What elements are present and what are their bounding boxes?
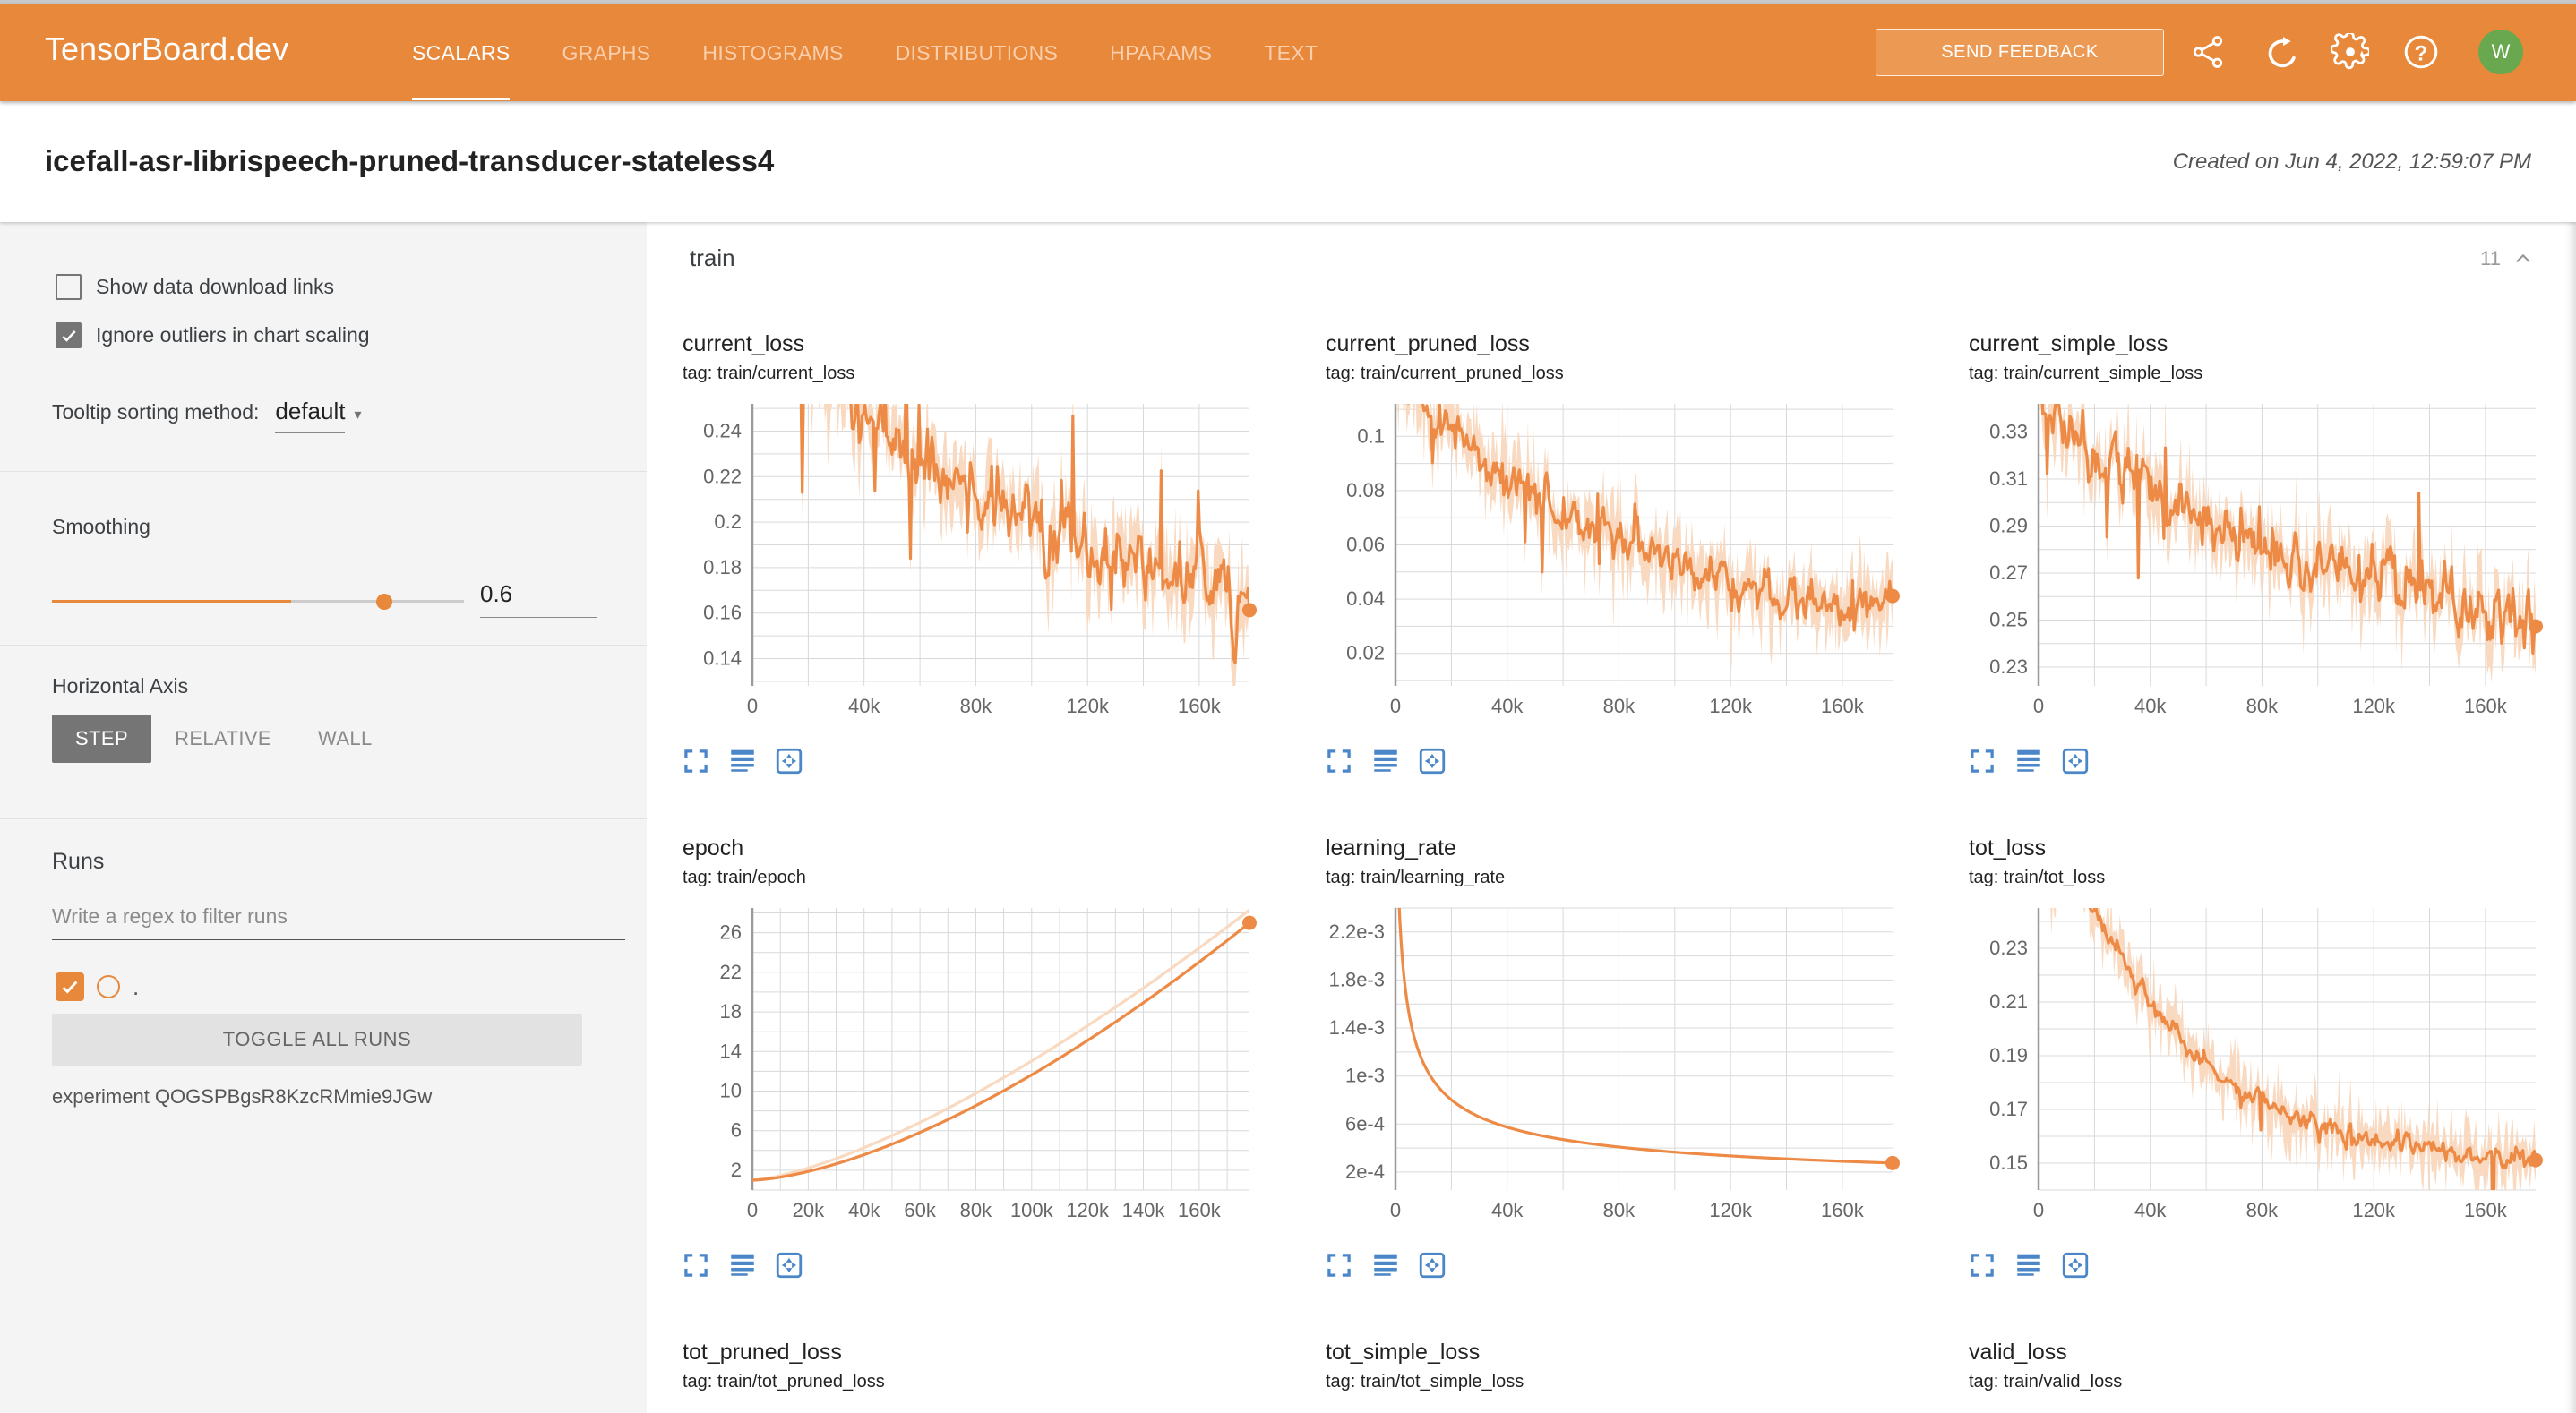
- svg-text:80k: 80k: [960, 695, 992, 717]
- svg-text:1.8e-3: 1.8e-3: [1329, 968, 1385, 990]
- svg-text:40k: 40k: [2134, 1199, 2167, 1221]
- svg-text:40k: 40k: [848, 1199, 880, 1221]
- svg-text:120k: 120k: [1709, 1199, 1753, 1221]
- svg-text:0.06: 0.06: [1346, 534, 1385, 556]
- svg-text:0.16: 0.16: [703, 602, 742, 624]
- svg-text:0.15: 0.15: [1989, 1152, 2028, 1174]
- svg-text:22: 22: [720, 961, 742, 983]
- svg-text:0: 0: [747, 695, 758, 717]
- svg-text:0: 0: [2033, 1199, 2044, 1221]
- svg-text:1.4e-3: 1.4e-3: [1329, 1016, 1385, 1039]
- svg-text:0.29: 0.29: [1989, 515, 2028, 537]
- svg-text:14: 14: [720, 1040, 742, 1062]
- svg-text:0.24: 0.24: [703, 420, 742, 442]
- svg-text:160k: 160k: [1821, 695, 1865, 717]
- svg-text:20k: 20k: [793, 1199, 825, 1221]
- svg-text:0: 0: [1390, 695, 1401, 717]
- svg-text:40k: 40k: [2134, 695, 2167, 717]
- svg-text:120k: 120k: [1066, 695, 1110, 717]
- svg-text:0.23: 0.23: [1989, 655, 2028, 678]
- svg-text:0.25: 0.25: [1989, 609, 2028, 631]
- svg-text:120k: 120k: [2352, 695, 2396, 717]
- svg-text:0.08: 0.08: [1346, 479, 1385, 501]
- svg-text:80k: 80k: [960, 1199, 992, 1221]
- svg-text:120k: 120k: [2352, 1199, 2396, 1221]
- svg-text:0.14: 0.14: [703, 647, 742, 670]
- svg-text:0.33: 0.33: [1989, 421, 2028, 443]
- svg-text:26: 26: [720, 921, 742, 944]
- svg-text:160k: 160k: [1821, 1199, 1865, 1221]
- svg-text:0.02: 0.02: [1346, 642, 1385, 664]
- svg-text:2: 2: [731, 1159, 742, 1181]
- svg-text:80k: 80k: [1603, 695, 1636, 717]
- svg-text:40k: 40k: [1491, 1199, 1524, 1221]
- svg-text:0.21: 0.21: [1989, 990, 2028, 1013]
- svg-text:160k: 160k: [2464, 695, 2508, 717]
- svg-text:60k: 60k: [904, 1199, 936, 1221]
- svg-text:10: 10: [720, 1080, 742, 1102]
- svg-text:160k: 160k: [1178, 695, 1222, 717]
- svg-text:0.19: 0.19: [1989, 1044, 2028, 1066]
- svg-text:?: ?: [2415, 41, 2428, 65]
- svg-text:2e-4: 2e-4: [1345, 1160, 1385, 1183]
- svg-text:40k: 40k: [848, 695, 880, 717]
- svg-text:0: 0: [2033, 695, 2044, 717]
- svg-text:120k: 120k: [1066, 1199, 1110, 1221]
- svg-text:0.31: 0.31: [1989, 467, 2028, 490]
- svg-text:40k: 40k: [1491, 695, 1524, 717]
- svg-text:160k: 160k: [1178, 1199, 1222, 1221]
- svg-text:0: 0: [747, 1199, 758, 1221]
- svg-text:0.1: 0.1: [1357, 424, 1385, 447]
- svg-text:0.04: 0.04: [1346, 587, 1385, 610]
- svg-text:18: 18: [720, 1000, 742, 1023]
- svg-text:0.18: 0.18: [703, 556, 742, 578]
- svg-text:80k: 80k: [2246, 695, 2279, 717]
- svg-text:0: 0: [1390, 1199, 1401, 1221]
- svg-text:0.2: 0.2: [714, 510, 742, 533]
- svg-text:160k: 160k: [2464, 1199, 2508, 1221]
- svg-text:80k: 80k: [1603, 1199, 1636, 1221]
- svg-text:6e-4: 6e-4: [1345, 1112, 1385, 1135]
- svg-text:6: 6: [731, 1119, 742, 1142]
- svg-text:120k: 120k: [1709, 695, 1753, 717]
- svg-text:140k: 140k: [1122, 1199, 1166, 1221]
- svg-text:1e-3: 1e-3: [1345, 1065, 1385, 1087]
- svg-text:80k: 80k: [2246, 1199, 2279, 1221]
- svg-text:0.27: 0.27: [1989, 561, 2028, 584]
- svg-text:0.22: 0.22: [703, 465, 742, 487]
- svg-text:100k: 100k: [1010, 1199, 1054, 1221]
- svg-text:0.23: 0.23: [1989, 937, 2028, 959]
- svg-text:2.2e-3: 2.2e-3: [1329, 921, 1385, 943]
- svg-text:0.17: 0.17: [1989, 1098, 2028, 1120]
